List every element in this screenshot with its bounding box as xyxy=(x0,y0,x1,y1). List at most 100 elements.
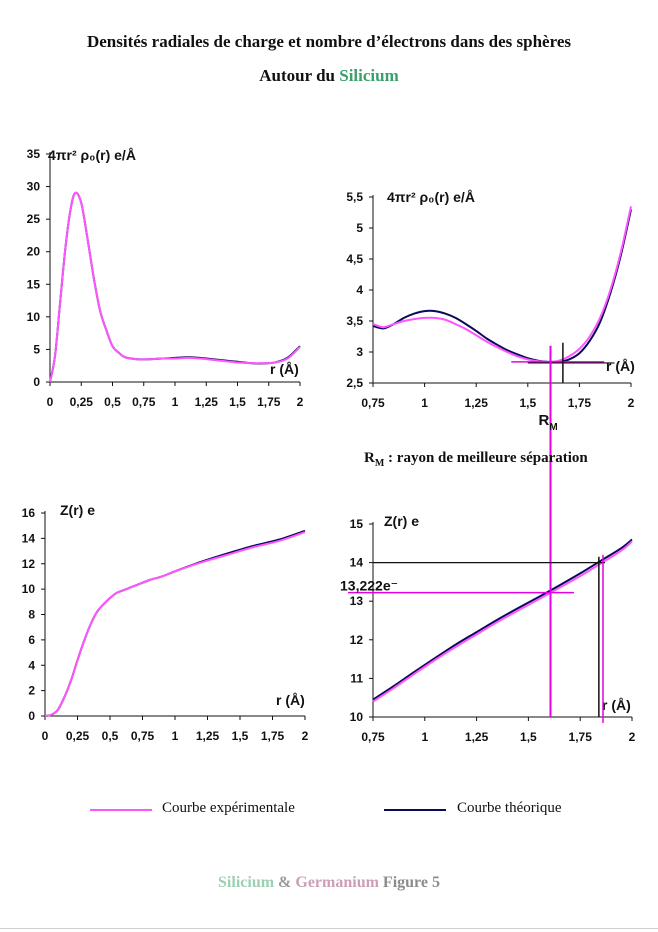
rm-caption: RM : rayon de meilleure séparation xyxy=(364,450,588,469)
footer-germanium: Germanium xyxy=(295,874,379,891)
x-tick-label: 1,25 xyxy=(196,729,220,743)
axes: 10 11 12 13 14 15 0,75 1 1,25 1,5 1,75 2 xyxy=(350,517,636,744)
y-tick-label: 25 xyxy=(27,212,41,226)
x-axis-label: r (Å) xyxy=(276,692,305,708)
y-tick-label: 15 xyxy=(350,517,364,531)
y-tick-label: 10 xyxy=(27,310,41,324)
x-tick-label: 0,5 xyxy=(104,395,121,409)
legend-label-experimental: Courbe expérimentale xyxy=(162,800,295,816)
x-tick-label: 2 xyxy=(629,730,636,744)
x-tick-label: 1,25 xyxy=(465,396,489,410)
footer-amp: & xyxy=(274,874,296,891)
y-tick-label: 10 xyxy=(350,710,364,724)
rm-caption-sub: M xyxy=(374,458,385,469)
series-line-experimental xyxy=(49,191,301,383)
footer-figure: Figure 5 xyxy=(378,874,440,891)
x-tick-label: 1,75 xyxy=(568,396,592,410)
x-tick-label: 2 xyxy=(302,729,309,743)
x-tick-label: 0,75 xyxy=(361,730,385,744)
y-tick-label: 15 xyxy=(27,277,41,291)
y-tick-label: 2,5 xyxy=(346,376,363,390)
x-tick-label: 0 xyxy=(47,395,54,409)
bottom-rule xyxy=(0,928,658,929)
legend: Courbe expérimentale Courbe théorique xyxy=(0,795,658,825)
y-axis-label: Z(r) e xyxy=(60,502,95,518)
figure-subtitle: Autour du Silicium xyxy=(0,66,658,86)
x-tick-label: 1,5 xyxy=(519,396,536,410)
series-line-theoretical xyxy=(49,191,301,383)
x-tick-label: 1 xyxy=(172,395,179,409)
y-tick-label: 5,5 xyxy=(346,190,363,204)
x-axis-label: r (Å) xyxy=(606,358,635,374)
rm-caption-text: : rayon de meilleure séparation xyxy=(384,450,588,466)
chart-density-full: 0 5 10 15 20 25 30 35 0 0,25 0,5 0,75 1 1,25 1,5 1,75 2 4… xyxy=(27,147,304,409)
chart-z-full: 0 2 4 6 8 10 12 14 16 0 0,25 0,5 0,75 1 1,25 1,5 1,75 2 Z(… xyxy=(22,502,309,743)
x-tick-label: 0,5 xyxy=(102,729,119,743)
x-tick-label: 1,5 xyxy=(520,730,537,744)
axes: 0 2 4 6 8 10 12 14 16 0 0,25 0,5 0,75 1 1,25 1,5 1,75 2 xyxy=(22,506,309,743)
y-tick-label: 0 xyxy=(33,375,40,389)
x-tick-label: 1,25 xyxy=(195,395,219,409)
y-tick-label: 12 xyxy=(350,633,364,647)
series-line-theoretical xyxy=(44,529,306,717)
y-tick-label: 35 xyxy=(27,147,41,161)
y-tick-label: 20 xyxy=(27,245,41,259)
x-tick-label: 1,25 xyxy=(465,730,489,744)
x-tick-label: 1,75 xyxy=(569,730,593,744)
x-tick-label: 1,75 xyxy=(257,395,281,409)
y-tick-label: 12 xyxy=(22,557,36,571)
x-tick-label: 0,75 xyxy=(132,395,156,409)
x-tick-label: 0,75 xyxy=(361,396,385,410)
chart-density-zoom: 2,5 3 3,5 4 4,5 5 5,5 0,75 1 1,25 1,5 1,75 2 4πr² ρ₀(… xyxy=(346,189,635,410)
y-tick-label: 3,5 xyxy=(346,314,363,328)
y-tick-label: 5 xyxy=(356,221,363,235)
y-tick-label: 10 xyxy=(22,582,36,596)
y-axis-label: 4πr² ρ₀(r) e/Å xyxy=(48,147,136,163)
figure-title: Densités radiales de charge et nombre d’… xyxy=(86,32,571,51)
x-axis-label: r (Å) xyxy=(270,361,299,377)
x-tick-label: 1 xyxy=(172,729,179,743)
x-tick-label: 0,75 xyxy=(131,729,155,743)
x-tick-label: 0,25 xyxy=(70,395,94,409)
chart-z-zoom: 10 11 12 13 14 15 0,75 1 1,25 1,5 1,75 2 Z(r) e r (Å) xyxy=(350,513,636,744)
y-tick-label: 14 xyxy=(350,556,364,570)
y-tick-label: 5 xyxy=(33,342,40,356)
y-tick-label: 30 xyxy=(27,180,41,194)
series-line-experimental xyxy=(44,531,306,717)
subtitle-element: Silicium xyxy=(339,66,399,85)
x-tick-label: 1,75 xyxy=(261,729,285,743)
y-axis-label: 4πr² ρ₀(r) e/Å xyxy=(387,189,475,205)
y-tick-label: 2 xyxy=(28,684,35,698)
x-tick-label: 1,5 xyxy=(229,395,246,409)
rm-caption-symbol: R xyxy=(364,450,375,466)
y-tick-label: 11 xyxy=(350,671,363,685)
y-tick-label: 4 xyxy=(28,658,35,672)
x-axis-label: r (Å) xyxy=(602,697,631,713)
x-tick-label: 1 xyxy=(421,396,428,410)
y-tick-label: 0 xyxy=(28,709,35,723)
x-tick-label: 0 xyxy=(42,729,49,743)
axes: 0 5 10 15 20 25 30 35 0 0,25 0,5 0,75 1 1,25 1,5 1,75 2 xyxy=(27,147,304,409)
y-tick-label: 6 xyxy=(28,633,35,647)
x-tick-label: 0,25 xyxy=(66,729,90,743)
axes: 2,5 3 3,5 4 4,5 5 5,5 0,75 1 1,25 1,5 1,75 2 xyxy=(346,190,634,410)
y-tick-label: 3 xyxy=(356,345,363,359)
legend-label-theoretical: Courbe théorique xyxy=(457,800,562,816)
y-tick-label: 8 xyxy=(28,608,35,622)
y-tick-label: 14 xyxy=(22,531,36,545)
footer-silicium: Silicium xyxy=(218,874,275,891)
y-tick-label: 16 xyxy=(22,506,36,520)
subtitle-prefix: Autour du xyxy=(259,66,340,85)
y-tick-label: 4 xyxy=(356,283,363,297)
x-tick-label: 2 xyxy=(628,396,635,410)
footer-caption: Silicium & Germanium Figure 5 xyxy=(0,874,658,892)
x-tick-label: 1,5 xyxy=(232,729,249,743)
series-line-experimental xyxy=(372,206,632,363)
x-tick-label: 1 xyxy=(421,730,428,744)
series-line-theoretical xyxy=(372,209,632,364)
y-tick-label: 4,5 xyxy=(346,252,363,266)
legend-line-theoretical xyxy=(384,809,446,811)
x-tick-label: 2 xyxy=(297,395,304,409)
y-axis-label: Z(r) e xyxy=(384,513,419,529)
y-tick-label: 13 xyxy=(350,594,364,608)
